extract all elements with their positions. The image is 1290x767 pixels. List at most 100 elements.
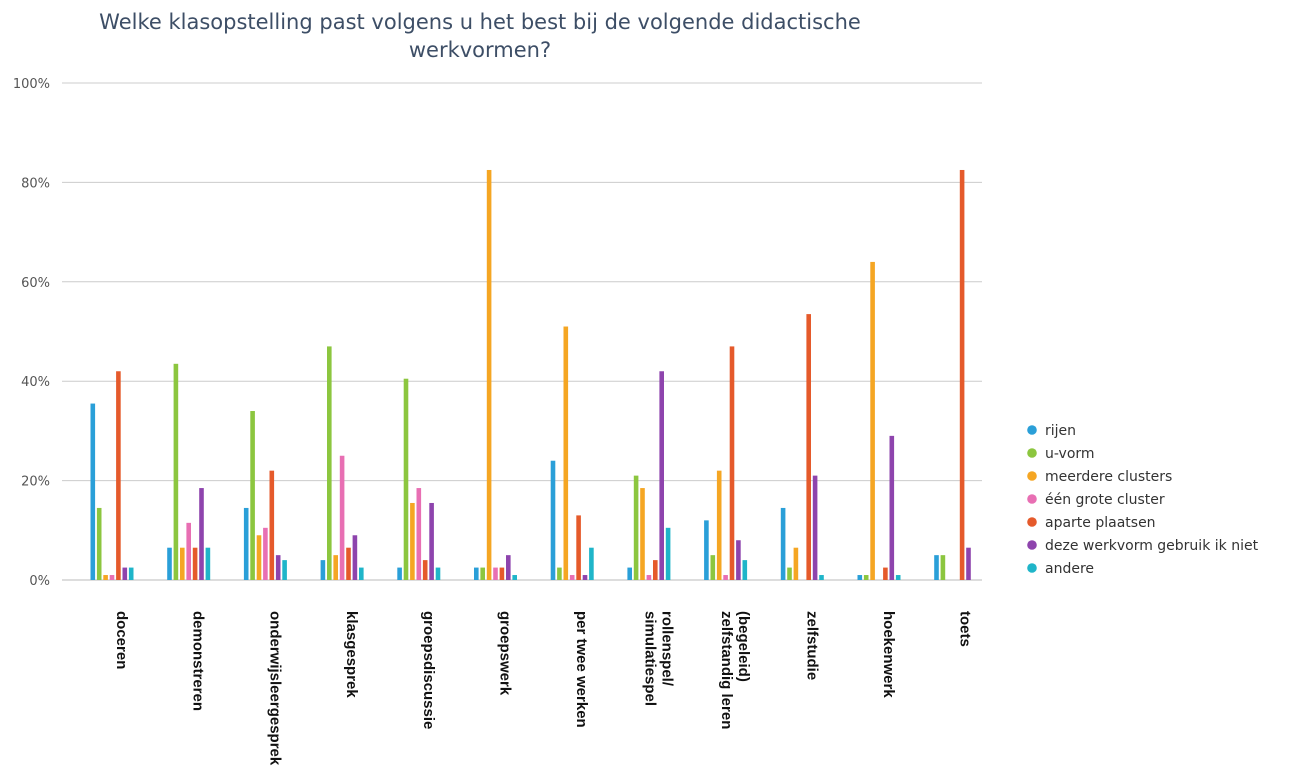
x-tick-label: groepswerk [497,611,514,696]
bar [576,515,581,580]
bar [173,363,179,580]
bar [493,567,498,580]
bar [959,169,965,581]
bar [103,575,108,580]
bar [403,378,409,580]
legend-label: meerdere clusters [1045,469,1172,485]
bar [435,567,441,580]
x-tick-label: onderwijsleergesprek [266,611,283,766]
bar [339,455,345,580]
x-tick-label: rollenspel/ [658,611,675,687]
bar [474,567,479,580]
bar [716,470,722,580]
bar [646,575,652,580]
legend-label: rijen [1045,423,1076,439]
y-tick-label: 80% [21,176,50,191]
y-tick-label: 60% [21,276,50,291]
legend-label: andere [1045,561,1094,577]
bar [320,560,326,580]
bar [275,555,281,580]
x-axis-category-labels: doceren demonstreren onderwijsleergesprek k… [113,611,974,766]
legend: rijen u-vorm meerdere clusters één grote cl… [1027,423,1259,577]
legend-label: deze werkvorm gebruik ik niet [1045,538,1259,554]
bar [192,547,198,580]
legend-marker [1027,448,1037,458]
bar [116,371,121,580]
bar [812,475,818,580]
bar [346,547,351,580]
bar [659,371,664,580]
bar [167,547,172,580]
bar [269,470,275,580]
bar [256,535,262,580]
legend-label: u-vorm [1045,446,1095,462]
x-tick-label: groepsdiscussie [420,611,437,729]
bar [282,560,287,580]
bar [410,502,415,580]
bar [665,527,671,580]
chart-title-line: Welke klasopstelling past volgens u het … [99,10,861,34]
bar [640,488,645,580]
bar [736,540,741,580]
bar [723,575,728,580]
bar [486,169,492,581]
bar [180,547,185,580]
bar [883,567,888,580]
bar [742,560,748,580]
bar [506,555,511,580]
bar [589,547,594,580]
bar [429,502,434,580]
bar [499,567,505,580]
bar [109,575,115,580]
bar [653,560,658,580]
x-tick-label: doceren [113,611,130,669]
legend-marker [1027,517,1037,527]
bar [633,475,639,580]
bar [397,567,402,580]
bar [352,535,358,580]
bar [889,435,895,580]
x-tick-label: zelfstudie [803,611,820,680]
bar [934,555,939,580]
y-tick-label: 100% [13,77,50,92]
bar [422,560,428,580]
x-tick-label: demonstreren [190,611,207,711]
bar [416,488,422,580]
y-tick-label: 0% [29,574,50,589]
bar [327,346,332,580]
legend-marker [1027,540,1037,550]
bar [480,567,485,580]
bar [205,547,211,580]
bar [729,346,735,580]
x-tick-label: zelfstandig leren [718,611,735,729]
legend-marker [1027,471,1037,481]
bar [819,575,824,580]
bar [122,567,128,580]
bar [704,520,709,580]
chart-title-line: werkvormen? [409,38,551,62]
bar [569,575,575,580]
gridlines [62,82,982,581]
bar [512,575,517,580]
bar [787,567,792,580]
bar [557,567,562,580]
bar [186,522,191,580]
legend-marker [1027,563,1037,573]
bar [96,507,102,580]
bar [250,411,255,580]
bar [780,507,786,580]
bar [582,575,588,580]
x-tick-label: toets [957,611,974,647]
x-tick-label: hoekenwerk [880,611,897,698]
y-tick-label: 20% [21,475,50,490]
bar [863,575,869,580]
bar [793,547,799,580]
bar [627,567,632,580]
bar [243,507,249,580]
legend-label: één grote cluster [1045,492,1165,508]
bar [359,567,364,580]
chart-title: Welke klasopstelling past volgens u het … [99,10,861,62]
bar [128,567,134,580]
legend-marker [1027,494,1037,504]
